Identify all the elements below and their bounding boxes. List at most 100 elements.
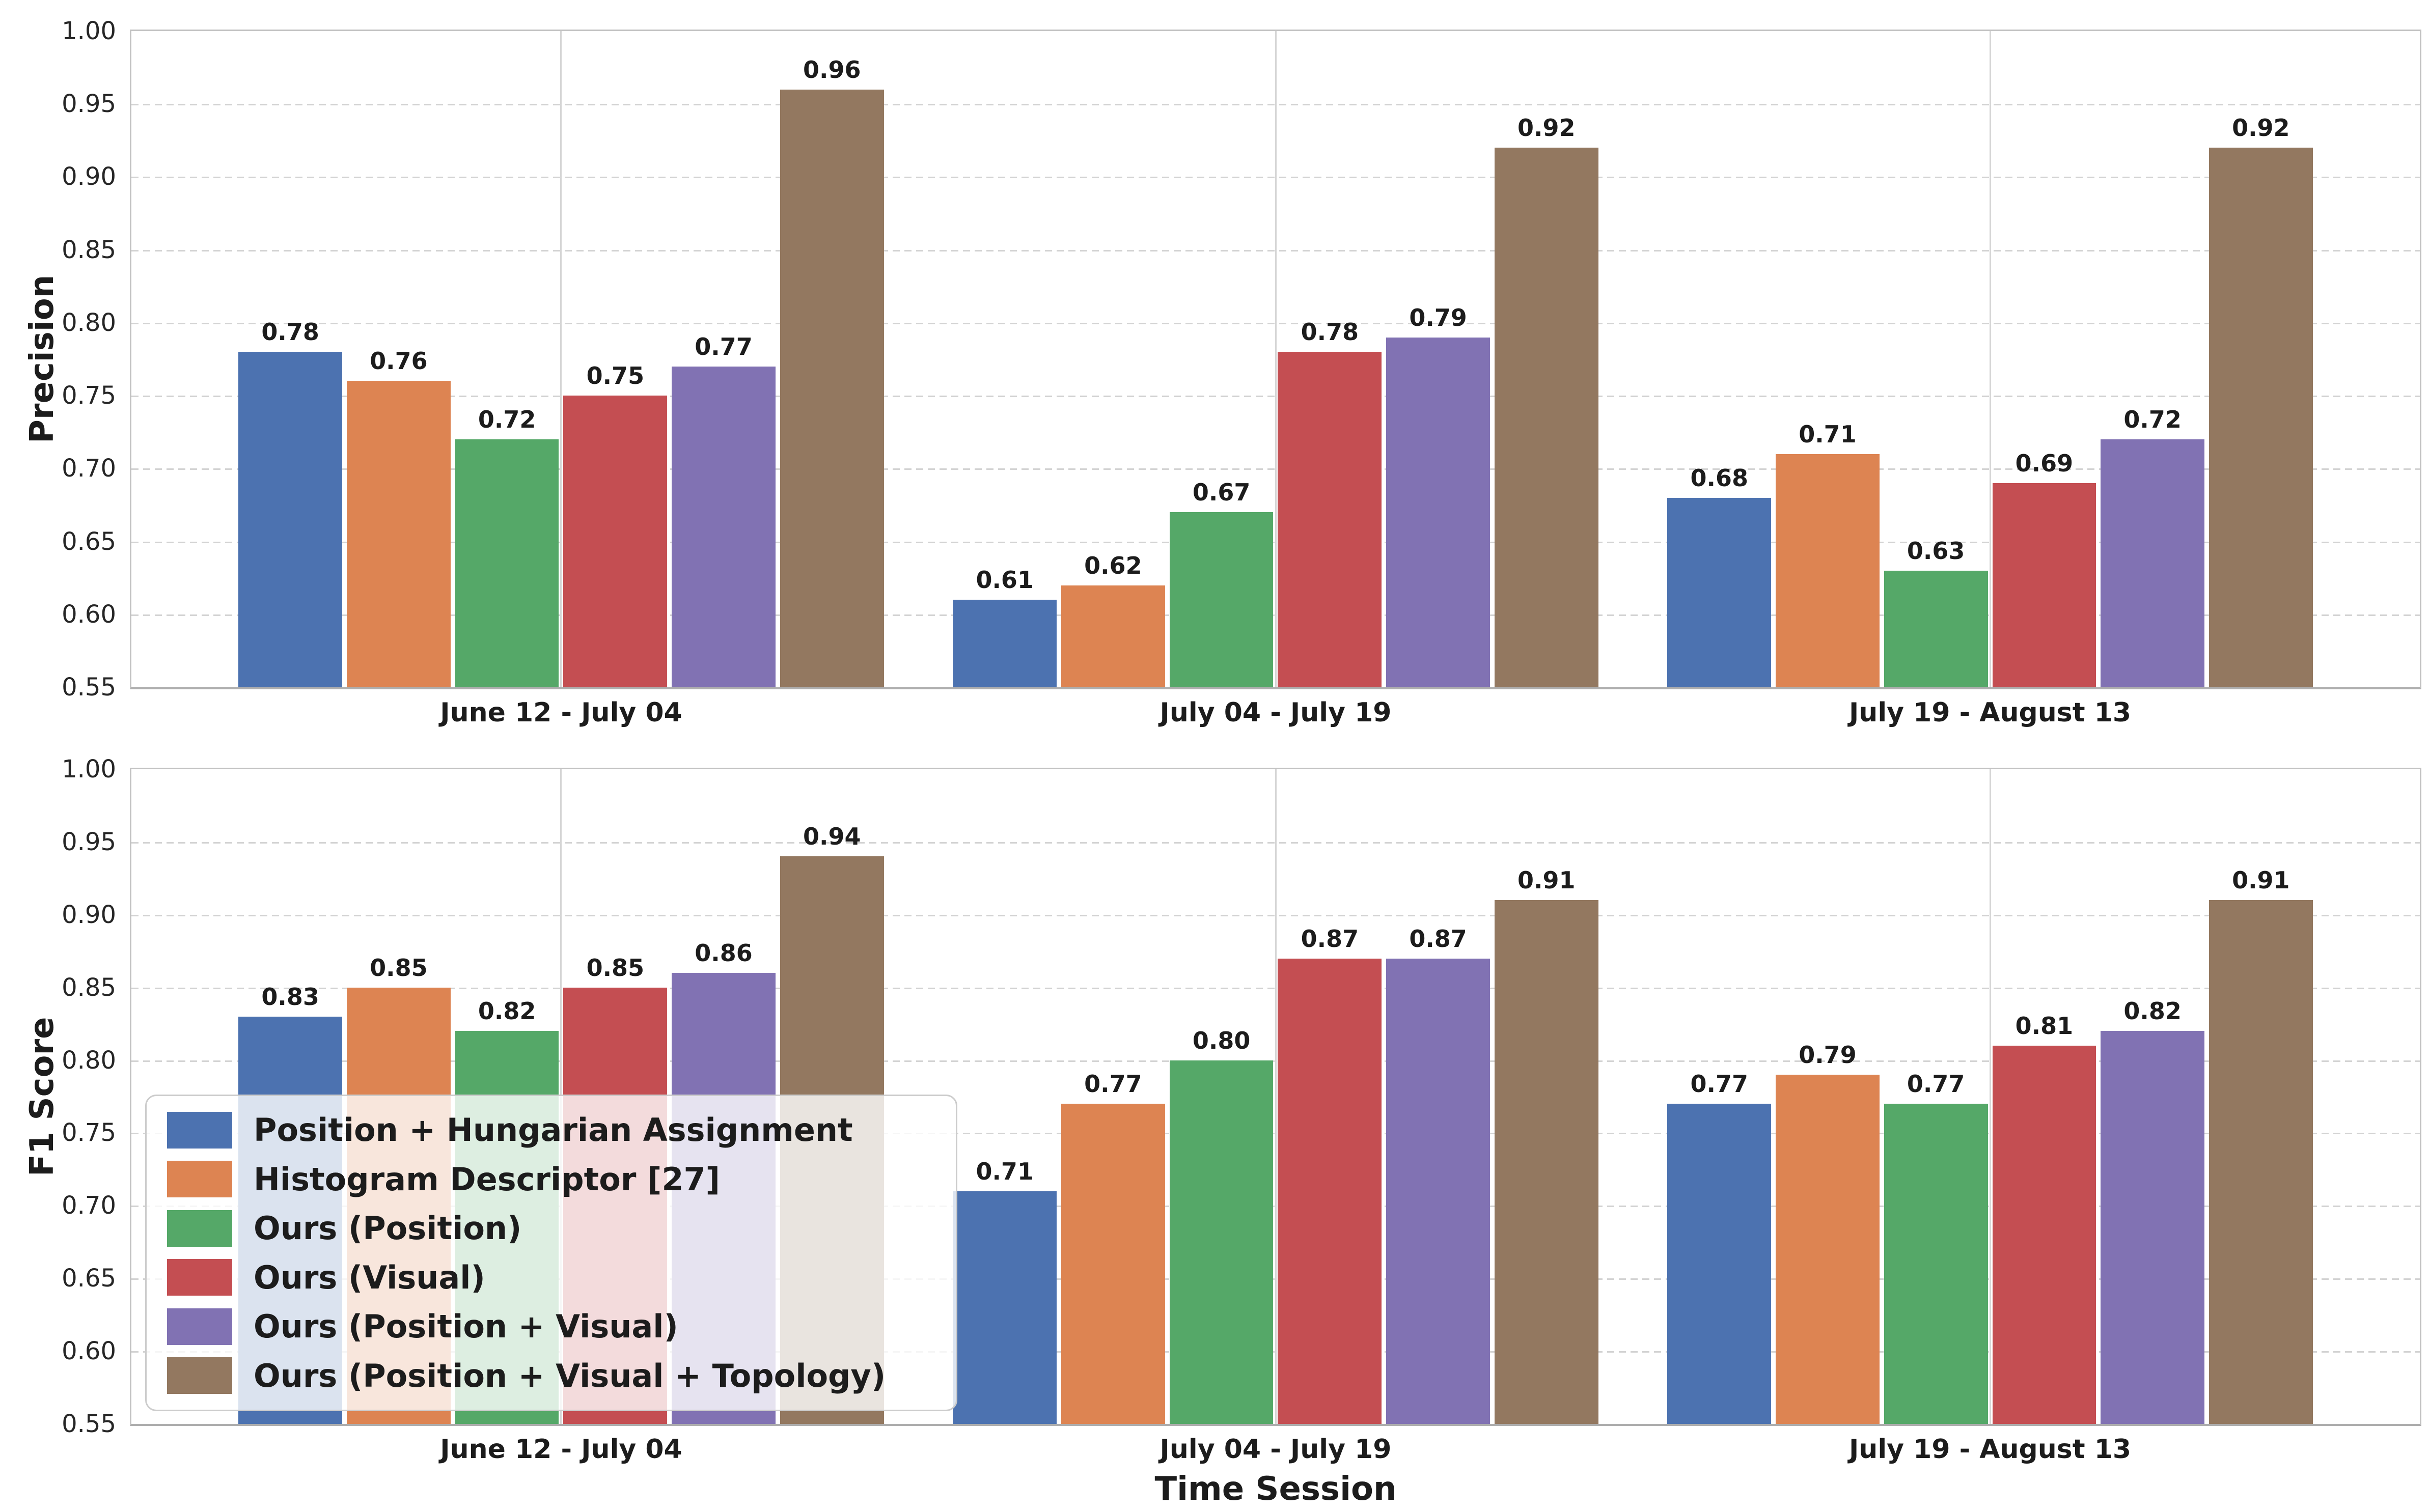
legend-label: Ours (Position) [254, 1210, 522, 1247]
bar [2209, 900, 2313, 1424]
bar [1494, 148, 1598, 687]
y-axis-title-precision: Precision [23, 274, 61, 444]
bar [1776, 454, 1880, 687]
legend-item: Ours (Visual) [167, 1259, 935, 1296]
legend-label: Position + Hungarian Assignment [254, 1111, 853, 1149]
y-tick-label: 0.55 [62, 1410, 116, 1438]
bar-value-label: 0.78 [1301, 318, 1359, 346]
bar [238, 352, 343, 687]
bar-value-label: 0.75 [586, 362, 645, 390]
legend-item: Ours (Position + Visual + Topology) [167, 1357, 935, 1394]
bar-value-label: 0.77 [1907, 1070, 1965, 1098]
bar-value-label: 0.69 [2015, 449, 2074, 477]
bar-value-label: 0.76 [370, 347, 428, 375]
bar [953, 600, 1057, 687]
y-tick-label: 0.65 [62, 527, 116, 556]
y-tick-label: 0.95 [62, 90, 116, 119]
bar-value-label: 0.82 [2123, 997, 2182, 1025]
bar-value-label: 0.63 [1907, 537, 1965, 565]
bar-value-label: 0.86 [695, 939, 753, 967]
bar [2209, 148, 2313, 687]
y-tick-label: 1.00 [62, 755, 116, 783]
legend-swatch [167, 1259, 232, 1296]
bar [1386, 958, 1490, 1424]
y-tick-label: 0.80 [62, 1046, 116, 1075]
gridline-vertical [560, 31, 562, 687]
bar [2101, 1031, 2204, 1424]
x-axis-title: Time Session [1154, 1470, 1397, 1508]
legend-swatch [167, 1161, 232, 1198]
subplot-precision: Precision 1.00 0.95 0.90 0.85 0.80 0.75 0.70 0.… [23, 17, 2421, 728]
bar-value-label: 0.92 [1517, 114, 1576, 142]
bar-value-label: 0.83 [261, 983, 319, 1011]
bar-value-label: 0.71 [1799, 420, 1857, 448]
x-tick-label: July 04 - July 19 [1160, 1434, 1392, 1465]
bar [672, 366, 776, 687]
bar [1667, 1104, 1772, 1424]
y-tick-label: 0.60 [62, 1337, 116, 1366]
y-tick-label: 0.90 [62, 900, 116, 929]
y-tick-label: 0.60 [62, 600, 116, 629]
legend-label: Ours (Position + Visual + Topology) [254, 1357, 886, 1394]
bar-value-label: 0.91 [2232, 866, 2290, 894]
bar [563, 396, 668, 687]
bar [1061, 585, 1165, 687]
legend-item: Histogram Descriptor [27] [167, 1161, 935, 1198]
bar-value-label: 0.87 [1301, 925, 1359, 953]
y-tick-label: 0.70 [62, 1191, 116, 1220]
bar-value-label: 0.79 [1799, 1041, 1857, 1069]
y-tick-label: 0.75 [62, 381, 116, 410]
legend-item: Ours (Position) [167, 1210, 935, 1247]
bar [2101, 439, 2204, 687]
y-tick-label: 0.95 [62, 827, 116, 856]
bar-value-label: 0.67 [1192, 479, 1251, 507]
gridline-vertical [1275, 31, 1277, 687]
bar [1169, 1060, 1274, 1424]
bar-value-label: 0.68 [1690, 464, 1748, 492]
bar-value-label: 0.96 [803, 55, 861, 83]
x-tick-label: June 12 - July 04 [440, 697, 682, 728]
bar-value-label: 0.92 [2232, 114, 2290, 142]
y-tick-label: 0.85 [62, 973, 116, 1002]
legend-swatch [167, 1357, 232, 1394]
x-tick-label: July 19 - August 13 [1848, 1434, 2132, 1465]
legend-label: Ours (Position + Visual) [254, 1308, 678, 1346]
legend-label: Histogram Descriptor [27] [254, 1160, 720, 1198]
y-tick-label: 0.70 [62, 454, 116, 483]
legend-swatch [167, 1210, 232, 1247]
y-tick-label: 0.90 [62, 162, 116, 191]
bar-value-label: 0.77 [1690, 1070, 1748, 1098]
bar-value-label: 0.79 [1409, 303, 1467, 331]
legend-item: Ours (Position + Visual) [167, 1308, 935, 1345]
bar-value-label: 0.78 [261, 318, 319, 346]
bar-value-label: 0.62 [1084, 551, 1142, 579]
legend-swatch [167, 1111, 232, 1149]
bar-value-label: 0.72 [2123, 406, 2182, 434]
y-tick-label: 0.75 [62, 1118, 116, 1147]
bar [1169, 512, 1274, 687]
bar [1278, 958, 1382, 1424]
bar [1667, 497, 1772, 687]
bar [1061, 1104, 1165, 1424]
bar [780, 89, 884, 687]
bar [953, 1191, 1057, 1424]
bar [1992, 483, 2096, 687]
bar-value-label: 0.80 [1192, 1026, 1251, 1054]
bar-value-label: 0.85 [370, 954, 428, 982]
bar-value-label: 0.94 [803, 823, 861, 851]
bar-value-label: 0.87 [1409, 925, 1467, 953]
bar [1992, 1045, 2096, 1424]
legend-swatch [167, 1308, 232, 1345]
bar-value-label: 0.81 [2015, 1012, 2074, 1040]
y-axis-title-f1-score: F1 Score [23, 1017, 61, 1177]
bar [1278, 352, 1382, 687]
bar-value-label: 0.77 [1084, 1070, 1142, 1098]
gridline-vertical [1275, 769, 1277, 1424]
x-tick-label: July 19 - August 13 [1848, 697, 2132, 728]
y-tick-label: 0.85 [62, 235, 116, 264]
bar [1776, 1075, 1880, 1424]
bar [1884, 1104, 1988, 1424]
y-tick-label: 0.80 [62, 308, 116, 337]
bar [1494, 900, 1598, 1424]
